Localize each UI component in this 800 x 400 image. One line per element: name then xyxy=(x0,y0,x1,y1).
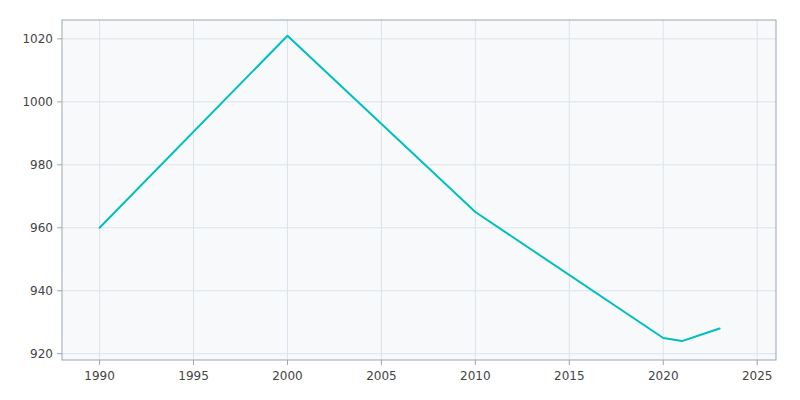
grid-line-x xyxy=(757,20,758,360)
plot-background xyxy=(62,20,776,360)
grid-line-x xyxy=(193,20,194,360)
tick-label-y: 1020 xyxy=(22,32,53,46)
grid xyxy=(62,20,776,360)
data-line xyxy=(100,36,720,341)
tick-mark-y xyxy=(57,101,62,102)
tick-mark-y xyxy=(57,227,62,228)
tick-mark-y xyxy=(57,290,62,291)
plot-frame xyxy=(62,20,776,360)
tick-label-y: 920 xyxy=(30,347,53,361)
grid-line-y xyxy=(62,353,776,354)
grid-line-x xyxy=(287,20,288,360)
tick-label-x: 2005 xyxy=(366,369,397,383)
grid-line-y xyxy=(62,290,776,291)
plot-area xyxy=(100,36,720,341)
grid-line-x xyxy=(99,20,100,360)
tick-label-y: 1000 xyxy=(22,95,53,109)
tick-label-y: 940 xyxy=(30,284,53,298)
grid-line-y xyxy=(62,101,776,102)
tick-label-x: 2010 xyxy=(460,369,491,383)
tick-mark-x xyxy=(193,360,194,365)
tick-mark-x xyxy=(381,360,382,365)
tick-mark-x xyxy=(475,360,476,365)
grid-line-y xyxy=(62,164,776,165)
chart-container: 1990 1995 2000 2005 2010 2015 2020 2025 920 940 96… xyxy=(0,0,800,400)
tick-label-x: 2000 xyxy=(272,369,303,383)
grid-line-y xyxy=(62,38,776,39)
tick-mark-y xyxy=(57,164,62,165)
chart-svg: 1990 1995 2000 2005 2010 2015 2020 2025 920 940 96… xyxy=(0,0,800,400)
tick-mark-x xyxy=(99,360,100,365)
grid-line-y xyxy=(62,227,776,228)
grid-line-x xyxy=(663,20,664,360)
grid-line-x xyxy=(569,20,570,360)
grid-line-x xyxy=(475,20,476,360)
grid-line-x xyxy=(381,20,382,360)
tick-label-y: 980 xyxy=(30,158,53,172)
tick-label-x: 2020 xyxy=(648,369,679,383)
tick-mark-x xyxy=(287,360,288,365)
tick-mark-x xyxy=(663,360,664,365)
tick-mark-y xyxy=(57,353,62,354)
tick-mark-y xyxy=(57,38,62,39)
tick-label-x: 1995 xyxy=(178,369,209,383)
tick-label-y: 960 xyxy=(30,221,53,235)
tick-label-x: 2015 xyxy=(554,369,585,383)
tick-label-x: 2025 xyxy=(742,369,773,383)
tick-mark-x xyxy=(757,360,758,365)
tick-label-x: 1990 xyxy=(84,369,115,383)
ticks: 1990 1995 2000 2005 2010 2015 2020 2025 920 940 96… xyxy=(22,32,772,383)
tick-mark-x xyxy=(569,360,570,365)
